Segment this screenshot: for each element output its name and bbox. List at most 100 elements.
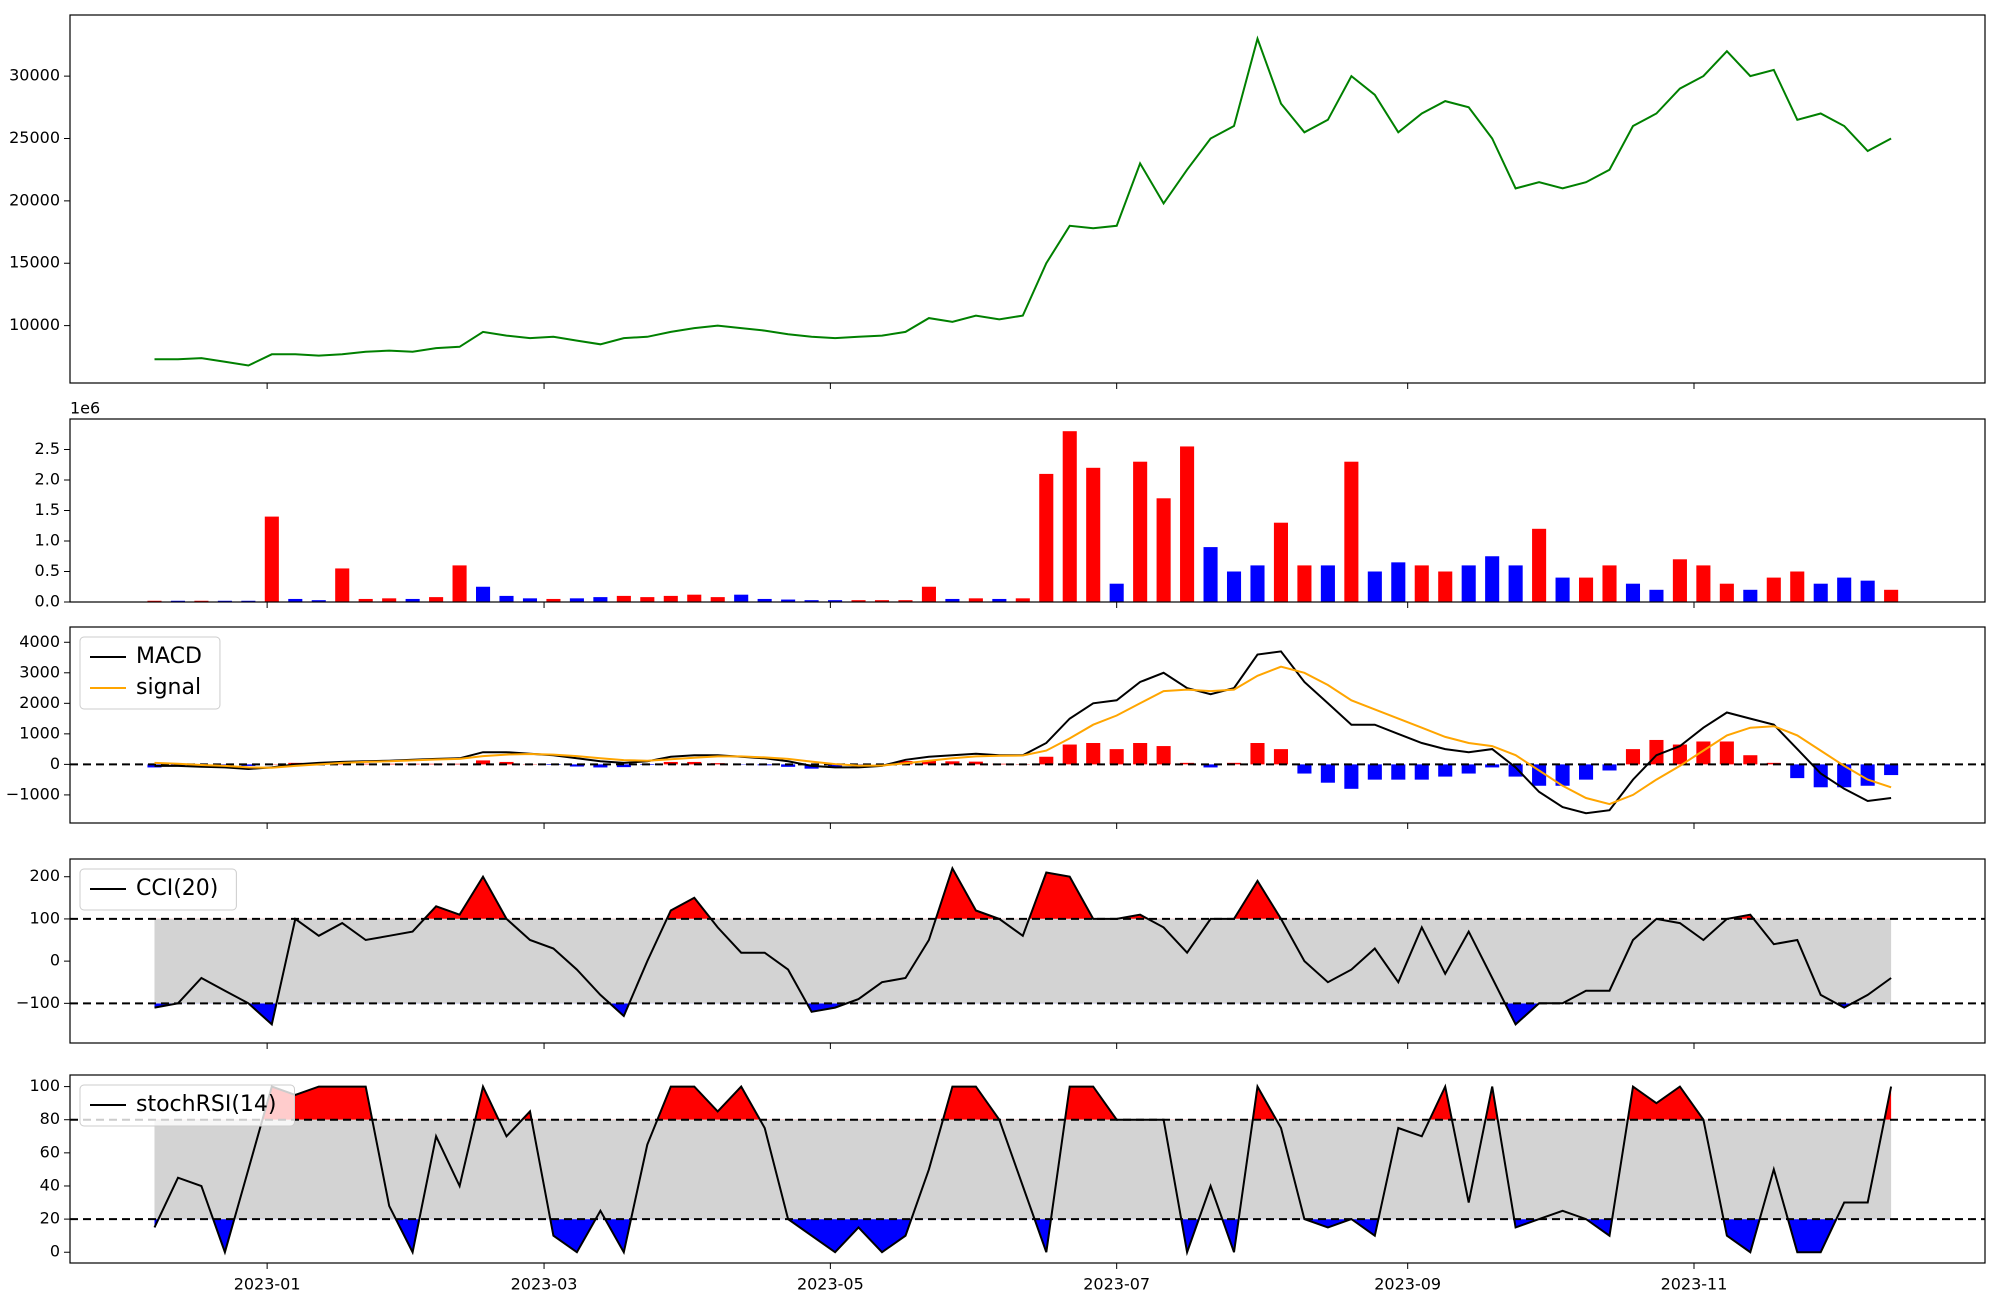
volume-bar: [1649, 589, 1664, 602]
histogram-bar: [1180, 762, 1195, 765]
y-tick-label: 1.5: [35, 500, 60, 519]
volume-bar: [1226, 571, 1242, 602]
volume-bar: [1180, 446, 1195, 602]
y-tick-label: 100: [29, 1076, 60, 1095]
neutral-band: [154, 1119, 1892, 1220]
indicator-line: [154, 865, 1892, 1027]
histogram-bar: [499, 761, 514, 765]
volume-bar: [640, 597, 655, 602]
volume-bar: [1813, 583, 1828, 602]
y-tick-label: 4000: [19, 632, 60, 651]
y-tick-label: 200: [29, 866, 60, 885]
y-tick-label: 40: [40, 1175, 60, 1194]
volume-bar: [1508, 565, 1523, 602]
histogram-bar: [475, 760, 491, 765]
volume-bar: [546, 598, 561, 602]
y-tick-label: 0: [50, 754, 60, 773]
volume-bar: [804, 600, 819, 602]
volume-bar: [147, 600, 162, 602]
volume-bar: [1438, 571, 1453, 602]
legend-box: [79, 636, 221, 710]
y-tick-label: 0.5: [35, 561, 60, 580]
y-tick-label: 100: [29, 908, 60, 927]
volume-bar: [1743, 589, 1758, 602]
volume-bar: [1391, 562, 1406, 602]
legend-label: signal: [136, 675, 201, 700]
axis-offset: 1e6: [70, 399, 100, 418]
histogram-bar: [1743, 755, 1758, 765]
volume-bar: [1062, 431, 1077, 602]
histogram-bar: [1250, 743, 1265, 765]
volume-bar: [1367, 571, 1382, 602]
volume-bar: [1790, 571, 1805, 602]
panel-frame: [69, 626, 1986, 824]
volume-bar: [710, 597, 725, 602]
volume-bar: [1039, 473, 1054, 602]
volume-bar: [828, 600, 843, 602]
histogram-bar: [921, 760, 936, 765]
volume-bar: [968, 598, 983, 602]
volume-bar: [1766, 577, 1781, 602]
histogram-bar: [1133, 743, 1148, 765]
volume-bar: [593, 597, 608, 602]
histogram-bar: [1297, 764, 1312, 774]
histogram-bar: [828, 764, 843, 768]
volume-bar: [1532, 528, 1547, 602]
volume-bar: [1273, 522, 1288, 602]
volume-bar: [1250, 565, 1265, 602]
volume-bar: [734, 594, 749, 602]
y-tick-label: 2.0: [35, 470, 60, 489]
x-tick-label: 2023-07: [1083, 1275, 1150, 1294]
legend: CCI(20): [79, 868, 237, 911]
histogram-bar: [1438, 764, 1453, 777]
series-line: [154, 35, 1892, 367]
volume-bar: [382, 598, 397, 602]
y-tick-label: 15000: [9, 253, 60, 272]
series-line: [154, 665, 1892, 806]
volume-bar: [311, 600, 326, 602]
volume-bar: [499, 595, 514, 602]
histogram-bar: [968, 761, 983, 765]
y-tick-label: 60: [40, 1142, 60, 1161]
histogram-bar: [1344, 764, 1359, 789]
volume-bar: [781, 599, 796, 602]
legend-label: CCI(20): [136, 876, 218, 901]
y-tick-label: 3000: [19, 662, 60, 681]
histogram-bar: [1508, 764, 1523, 777]
histogram-bar: [687, 761, 702, 765]
histogram-bar: [335, 763, 350, 765]
histogram-bar: [452, 763, 467, 765]
histogram-bar: [1672, 744, 1687, 765]
volume-bar: [1485, 556, 1500, 602]
volume-bar: [1203, 547, 1218, 602]
y-tick-label: 0: [50, 1242, 60, 1261]
y-tick-label: 10000: [9, 315, 60, 334]
y-tick-label: 25000: [9, 128, 60, 147]
legend: MACD signal: [79, 636, 221, 710]
volume-bar: [616, 595, 631, 602]
y-tick-label: 2.5: [35, 439, 60, 458]
volume-bar: [335, 568, 350, 602]
overbought-fill: [295, 868, 1754, 919]
histogram-bar: [1203, 764, 1218, 768]
legend-label: MACD: [136, 644, 202, 669]
y-tick-label: 20: [40, 1209, 60, 1228]
y-tick-label: 0: [50, 951, 60, 970]
histogram-bar: [147, 764, 162, 768]
volume-bar: [992, 598, 1007, 602]
x-tick-label: 2023-01: [234, 1275, 301, 1294]
volume-bar: [1837, 577, 1852, 602]
overbought-fill: [154, 1086, 1892, 1120]
histogram-bar: [1086, 743, 1101, 765]
volume-bar: [898, 600, 913, 602]
volume-bar: [1461, 565, 1476, 602]
volume-bar: [945, 598, 960, 602]
y-tick-label: 20000: [9, 190, 60, 209]
histogram-bar: [1273, 749, 1288, 765]
volume-bar: [452, 565, 467, 602]
indicator-line: [153, 1083, 1893, 1257]
neutral-band: [154, 918, 1892, 1004]
volume-bar: [217, 600, 232, 602]
volume-bar: [1579, 577, 1594, 602]
oversold-fill: [154, 1003, 1853, 1025]
